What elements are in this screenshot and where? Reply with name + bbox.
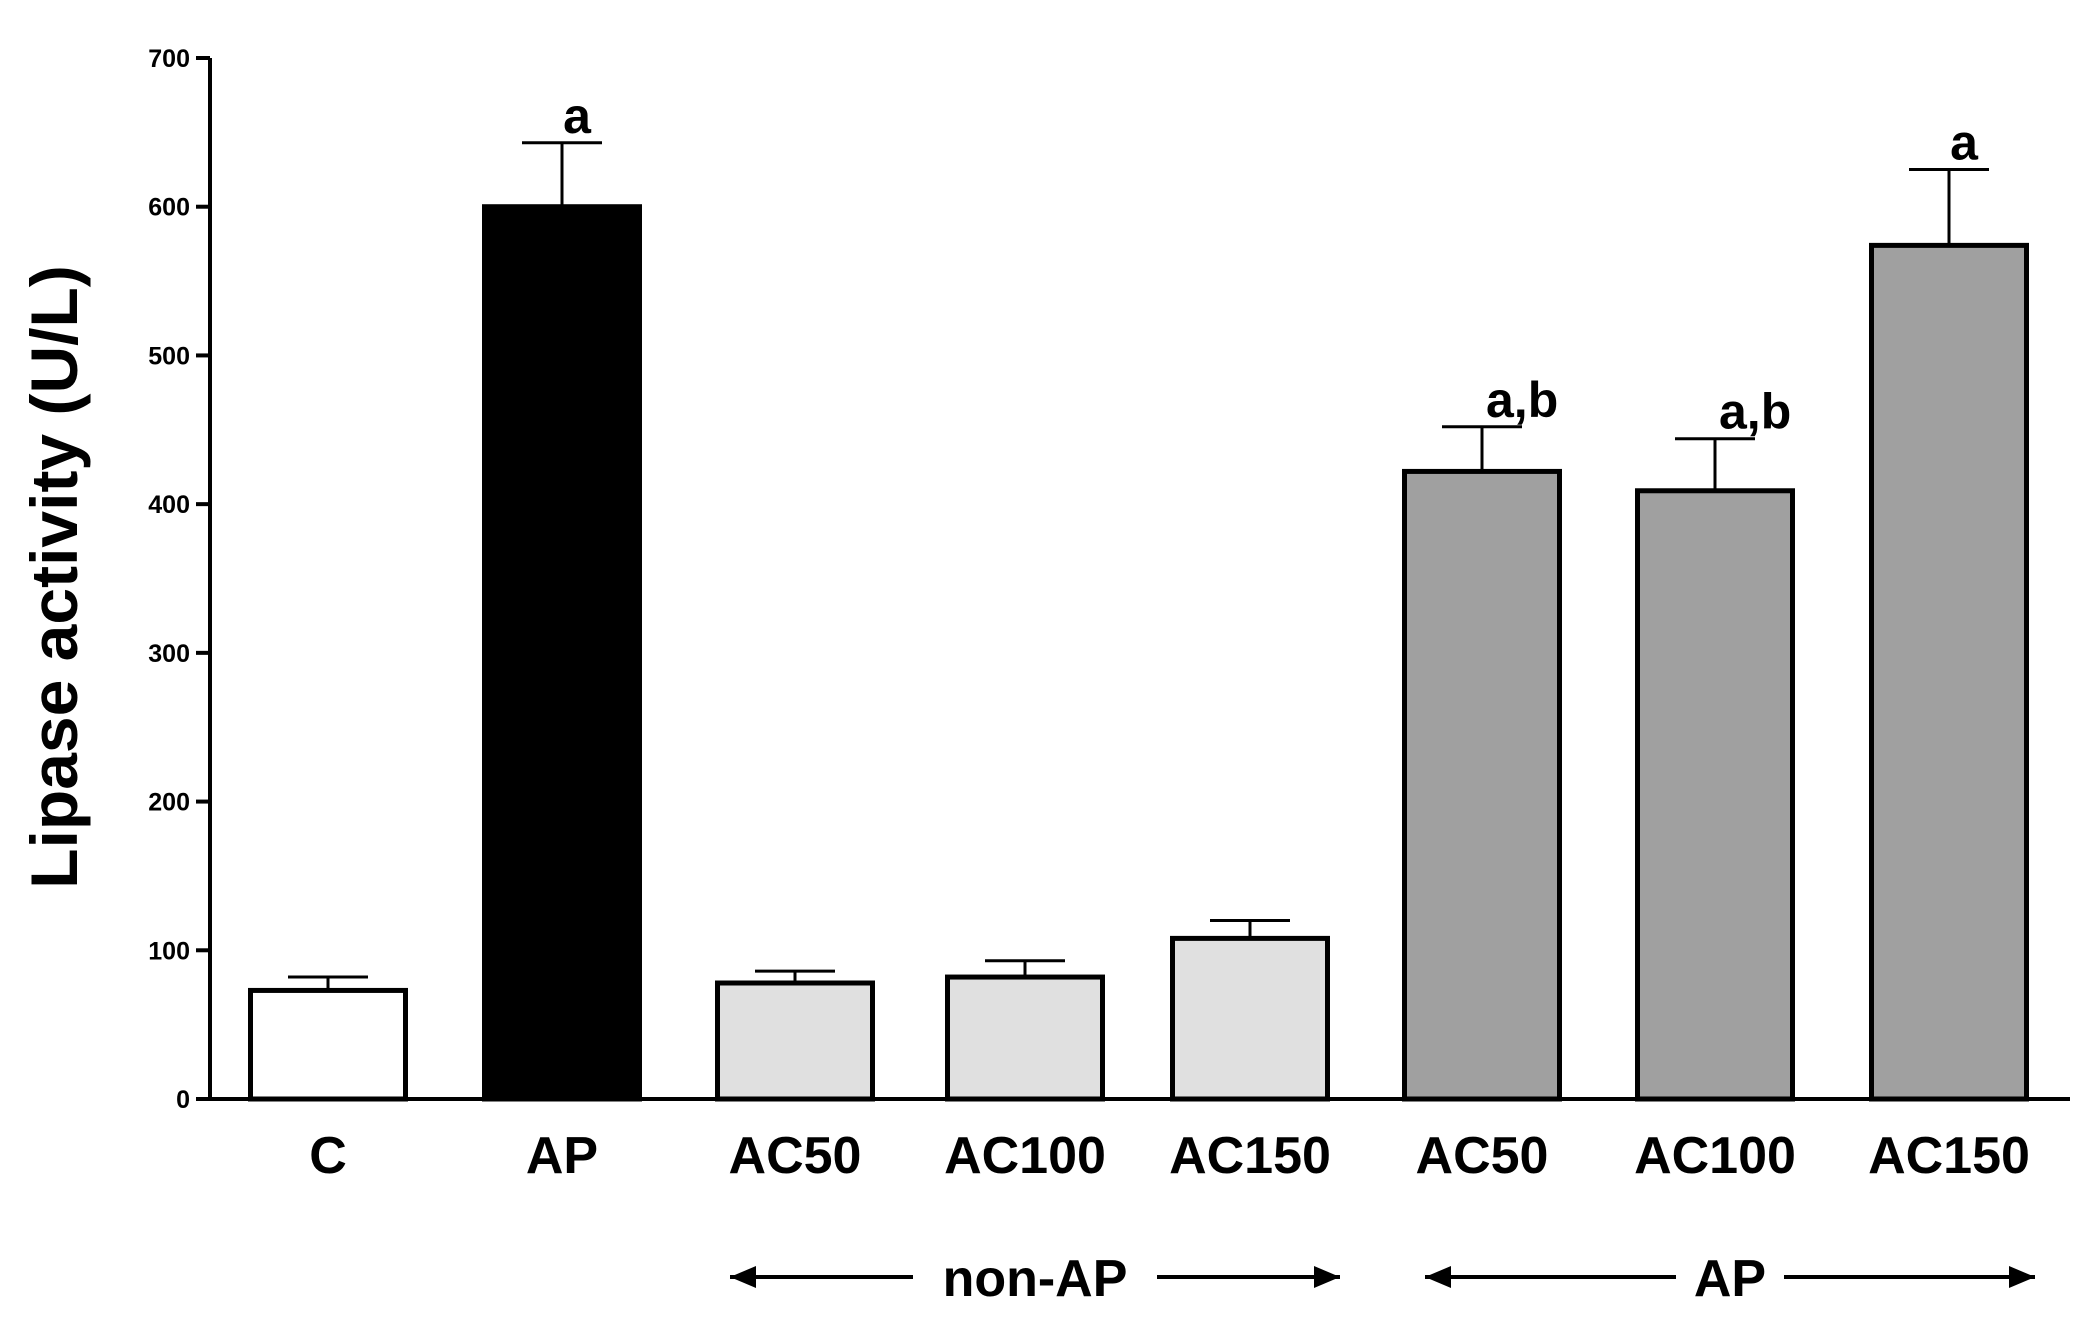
bar-2 (482, 204, 642, 1102)
y-axis-label: Lipase activity (U/L) (17, 265, 91, 889)
significance-annotations: a a,b a,b a (563, 88, 1979, 440)
arrowhead-left-icon (1425, 1266, 1451, 1288)
annotation-8: a (1950, 115, 1979, 171)
annotation-6: a,b (1486, 372, 1558, 428)
x-tick-label: AC100 (1634, 1127, 1796, 1185)
y-tick-labels: 0 100 200 300 400 500 600 700 (148, 45, 190, 1114)
bar-5 (1170, 935, 1330, 1102)
x-tick-label: AC50 (1416, 1127, 1549, 1185)
y-tick-label: 100 (148, 937, 190, 965)
bar-4 (945, 974, 1105, 1102)
y-tick-label: 300 (148, 640, 190, 668)
group-label: AP (1694, 1250, 1766, 1308)
y-tick-label: 200 (148, 789, 190, 817)
y-tick-label: 600 (148, 194, 190, 222)
arrowhead-left-icon (730, 1266, 756, 1288)
group-label: non-AP (943, 1250, 1128, 1308)
x-tick-label: AC100 (944, 1127, 1106, 1185)
bar-3 (715, 980, 875, 1102)
arrowhead-right-icon (2009, 1266, 2035, 1288)
y-tick-label: 500 (148, 342, 190, 370)
bar-7 (1635, 488, 1795, 1102)
y-tick-label: 0 (176, 1086, 190, 1114)
bar-1 (248, 987, 408, 1102)
x-tick-label: AC150 (1169, 1127, 1331, 1185)
x-tick-label: AP (526, 1127, 598, 1185)
x-tick-labels: C AP AC50 AC100 AC150 AC50 AC100 AC150 (309, 1127, 2030, 1185)
bar-8 (1869, 242, 2029, 1102)
bars (248, 204, 2029, 1102)
group-brackets: non-AP AP (730, 1250, 2035, 1308)
bar-6 (1402, 468, 1562, 1102)
annotation-7: a,b (1719, 384, 1791, 440)
arrowhead-right-icon (1314, 1266, 1340, 1288)
x-tick-label: AC150 (1868, 1127, 2030, 1185)
y-tick-label: 700 (148, 45, 190, 73)
annotation-2: a (563, 88, 592, 144)
error-bars (288, 141, 1989, 991)
y-tick-label: 400 (148, 491, 190, 519)
x-tick-label: C (309, 1127, 347, 1185)
x-tick-label: AC50 (729, 1127, 862, 1185)
